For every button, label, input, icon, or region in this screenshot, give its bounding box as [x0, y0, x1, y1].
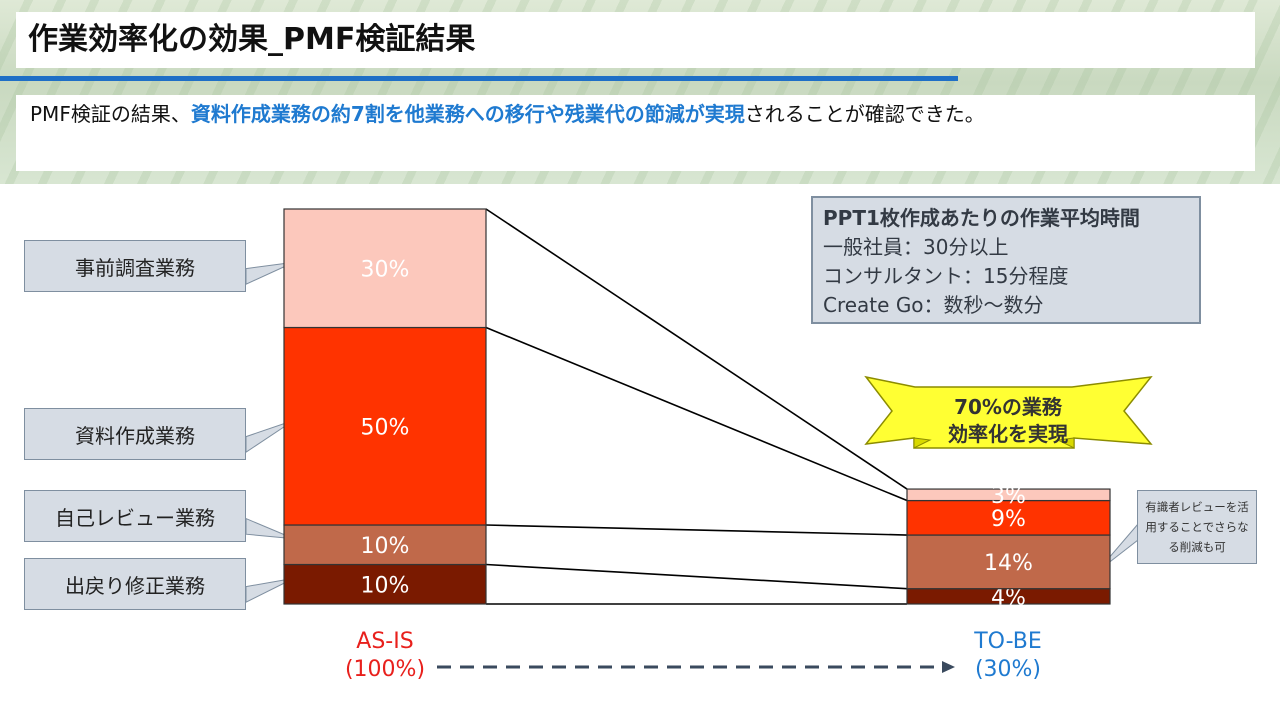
ribbon-banner: 70%の業務 効率化を実現 — [864, 375, 1153, 449]
callout-pointer — [245, 419, 295, 454]
title-bar — [16, 12, 1255, 68]
x-category-label: AS-IS — [356, 629, 414, 654]
note-box: 有識者レビューを活用することでさらなる削減も可 — [1137, 490, 1257, 564]
callout-label: 資料作成業務 — [75, 423, 195, 448]
callout-pointer — [245, 261, 295, 285]
info-box-heading: PPT1枚作成あたりの作業平均時間 — [823, 206, 1140, 230]
bar-segment-AS-IS-自己レビュー業務 — [283, 524, 487, 566]
x-category-sublabel: (30%) — [974, 657, 1042, 682]
callout-label: 出戻り修正業務 — [65, 573, 205, 598]
ribbon-fold-right — [1056, 437, 1075, 449]
callout-自己レビュー業務: 自己レビュー業務 — [24, 490, 246, 542]
bars: 10% 10% 50% 30% 4% 14% 9%3% — [283, 208, 1111, 610]
summary-text: PMF検証の結果、資料作成業務の約7割を他業務への移行や残業代の節減が実現される… — [30, 100, 1250, 128]
callout-資料作成業務: 資料作成業務 — [24, 408, 246, 460]
summary-highlight: 資料作成業務の約7割を他業務への移行や残業代の節減が実現 — [190, 102, 745, 126]
callout-pointer — [245, 577, 295, 604]
bar-segment-AS-IS-出戻り修正業務 — [283, 563, 487, 605]
callout-label: 自己レビュー業務 — [55, 505, 215, 530]
x-category-to-be: TO-BE (30%) — [923, 628, 1093, 684]
connector-line — [485, 208, 908, 490]
data-label: 9% — [991, 507, 1026, 532]
connector-line — [485, 524, 908, 536]
bar-segment-TO-BE-資料作成業務 — [906, 499, 1111, 536]
note-text: 有識者レビューを活用することでさらなる削減も可 — [1145, 500, 1249, 554]
callout-label: 事前調査業務 — [75, 255, 195, 280]
info-box-line: コンサルタント：15分程度 — [823, 264, 1069, 288]
bar-segment-TO-BE-事前調査業務 — [906, 488, 1111, 502]
info-box-line: 一般社員：30分以上 — [823, 235, 1009, 259]
summary-suffix: されることが確認できた。 — [744, 102, 985, 126]
x-category-sublabel: (100%) — [344, 657, 426, 682]
data-label: 30% — [361, 257, 410, 282]
connector-lines — [485, 208, 908, 605]
bar-segment-AS-IS-資料作成業務 — [283, 326, 487, 526]
summary-prefix: PMF検証の結果、 — [30, 102, 191, 126]
connector-line — [485, 563, 908, 590]
data-label: 10% — [361, 573, 410, 598]
x-category-label: TO-BE — [974, 629, 1042, 654]
data-label: 3% — [991, 484, 1026, 509]
page-title: 作業効率化の効果_PMF検証結果 — [28, 22, 476, 57]
banner-line2: 効率化を実現 — [948, 422, 1068, 446]
bar-segment-TO-BE-自己レビュー業務 — [906, 534, 1111, 590]
bar-segment-AS-IS-事前調査業務 — [283, 208, 487, 329]
data-label: 4% — [991, 585, 1026, 610]
data-label: 14% — [984, 551, 1033, 576]
data-label: 50% — [361, 415, 410, 440]
ribbon-fold-left — [913, 437, 932, 449]
info-box: PPT1枚作成あたりの作業平均時間 一般社員：30分以上 コンサルタント：15分… — [811, 196, 1201, 324]
summary-box — [16, 95, 1255, 171]
info-box-line: Create Go：数秒～数分 — [823, 293, 1044, 317]
callout-出戻り修正業務: 出戻り修正業務 — [24, 558, 246, 610]
callout-pointer — [245, 517, 295, 540]
data-label: 10% — [361, 534, 410, 559]
title-underline — [0, 76, 958, 81]
connector-line — [485, 326, 908, 502]
banner-line1: 70%の業務 — [954, 395, 1063, 419]
as-is-to-be-arrow — [437, 661, 955, 673]
x-category-as-is: AS-IS (100%) — [300, 628, 470, 684]
callout-事前調査業務: 事前調査業務 — [24, 240, 246, 292]
